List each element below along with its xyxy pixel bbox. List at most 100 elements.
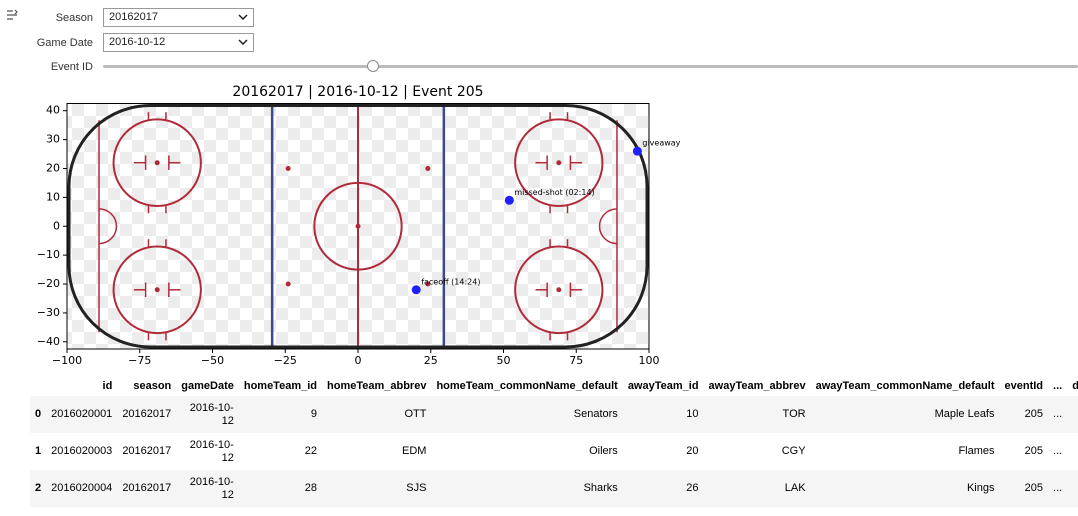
table-cell: 20162017: [122, 445, 172, 457]
x-tick-label: −50: [201, 354, 224, 367]
column-header: ...: [1053, 380, 1063, 392]
chart-title: 20162017 | 2016-10-12 | Event 205: [232, 84, 483, 100]
column-header: season: [133, 380, 172, 392]
column-header: gameDate: [181, 380, 234, 392]
goal-crease: [98, 208, 118, 245]
rink-dot: [154, 287, 160, 293]
x-tick-label: 25: [424, 354, 438, 367]
table-cell: 2016-10-12: [176, 396, 239, 433]
table-cell: Flames: [958, 445, 995, 457]
table-row: 0 2016020001 20162017 2016-10-12 9 OTT Senator…: [30, 396, 1078, 433]
output-toggle-icon[interactable]: [6, 9, 18, 21]
table-cell: Maple Leafs: [810, 396, 1000, 433]
column-header: awayTeam_abbrev: [708, 380, 806, 392]
row-index: 2: [30, 470, 47, 507]
table-cell: OTT: [322, 396, 432, 433]
event-point: [504, 195, 514, 205]
table-cell: ...: [1053, 445, 1063, 457]
rink-boards: [67, 104, 649, 349]
table-cell: 2016-10-12: [176, 470, 239, 507]
rink-circle: [514, 118, 604, 208]
row-index: 0: [30, 396, 47, 433]
slider-track[interactable]: [103, 65, 1078, 68]
table-cell: 26: [622, 470, 704, 507]
rink-dot: [154, 160, 160, 166]
table-cell: LAK: [703, 470, 811, 507]
dataframe-table: id season gameDate homeTeam_id homeTeam_abbr…: [30, 376, 1078, 507]
table-cell: TOR: [703, 396, 811, 433]
rink-dot: [556, 287, 562, 293]
game-date-select[interactable]: 2016-10-12: [103, 33, 254, 52]
x-tick-label: −75: [128, 354, 151, 367]
event-id-label: Event ID: [50, 61, 93, 73]
table-cell: 205: [999, 396, 1049, 433]
table-cell: 2016020001: [46, 396, 118, 433]
rink-image: [67, 103, 649, 349]
table-cell: 9: [238, 396, 322, 433]
row-index: 1: [35, 445, 42, 457]
table-cell: 9.0: [1067, 396, 1078, 433]
column-header: awayTeam_id: [627, 380, 699, 392]
y-tick-label: 20: [46, 161, 60, 174]
event-label: missed-shot (02:14): [514, 188, 594, 197]
column-header: eventId: [1004, 380, 1044, 392]
column-header: homeTeam_id: [243, 380, 317, 392]
y-tick-label: 30: [46, 133, 60, 146]
x-tick-label: 100: [639, 354, 660, 367]
season-label: Season: [55, 12, 93, 24]
table-row: 2 2016020004 20162017 2016-10-12 28 SJS Sharks…: [30, 470, 1078, 507]
table-cell: 205: [1024, 445, 1044, 457]
rink-dot: [425, 281, 431, 287]
table-cell: Sharks: [431, 470, 623, 507]
event-label: giveaway (15:49): [642, 139, 680, 148]
event-point: [632, 146, 642, 156]
x-tick-label: 75: [569, 354, 583, 367]
table-cell: -22.0: [1067, 470, 1078, 507]
column-header: id: [102, 380, 113, 392]
table-cell: 205: [999, 470, 1049, 507]
table-cell: ...: [1048, 470, 1068, 507]
y-tick-label: 10: [46, 190, 60, 203]
table-cell: Oilers: [589, 445, 618, 457]
rink-circle: [112, 245, 202, 335]
event-label: faceoff (14:24): [421, 277, 480, 286]
event-point: [411, 285, 421, 295]
rink-dot: [285, 281, 291, 287]
x-tick-label: −100: [52, 354, 82, 367]
table-cell: 20162017: [117, 470, 177, 507]
table-cell: 28: [238, 470, 322, 507]
y-tick-label: 0: [53, 219, 60, 232]
season-value: 20162017: [109, 11, 158, 23]
y-tick-label: −30: [37, 306, 60, 319]
table-cell: 22: [304, 445, 317, 457]
x-tick-label: −25: [274, 354, 297, 367]
season-select[interactable]: 20162017: [103, 8, 254, 27]
rink-dot: [425, 165, 431, 171]
header-row: id season gameDate homeTeam_id homeTeam_abbr…: [30, 376, 1078, 396]
chart: 20162017 | 2016-10-12 | Event 205 −100 −7…: [37, 84, 680, 367]
game-date-value: 2016-10-12: [109, 36, 166, 48]
table-cell: 26.0: [1067, 433, 1078, 470]
column-header: homeTeam_commonName_default: [436, 380, 618, 392]
x-tick-label: 50: [497, 354, 511, 367]
index-header: [30, 376, 46, 396]
table-cell: EDM: [402, 445, 427, 457]
table-cell: Senators: [431, 396, 623, 433]
table-cell: Kings: [810, 470, 1000, 507]
rink-dot: [355, 223, 361, 229]
table-cell: 20: [686, 445, 699, 457]
table-cell: CGY: [781, 445, 806, 457]
rink-dot: [556, 160, 562, 166]
y-tick-label: 40: [46, 104, 60, 117]
column-header: homeTeam_abbrev: [327, 380, 427, 392]
y-tick-label: −40: [37, 335, 60, 348]
column-header: details_yCoord: [1072, 380, 1078, 392]
table-cell: 2016-10-12: [189, 438, 234, 464]
table-cell: 2016020003: [51, 445, 113, 457]
table-cell: 10: [622, 396, 704, 433]
slider-handle[interactable]: [367, 60, 379, 72]
rink-circle: [514, 245, 604, 335]
y-tick-label: −10: [37, 248, 60, 261]
table-cell: 2016020004: [46, 470, 118, 507]
